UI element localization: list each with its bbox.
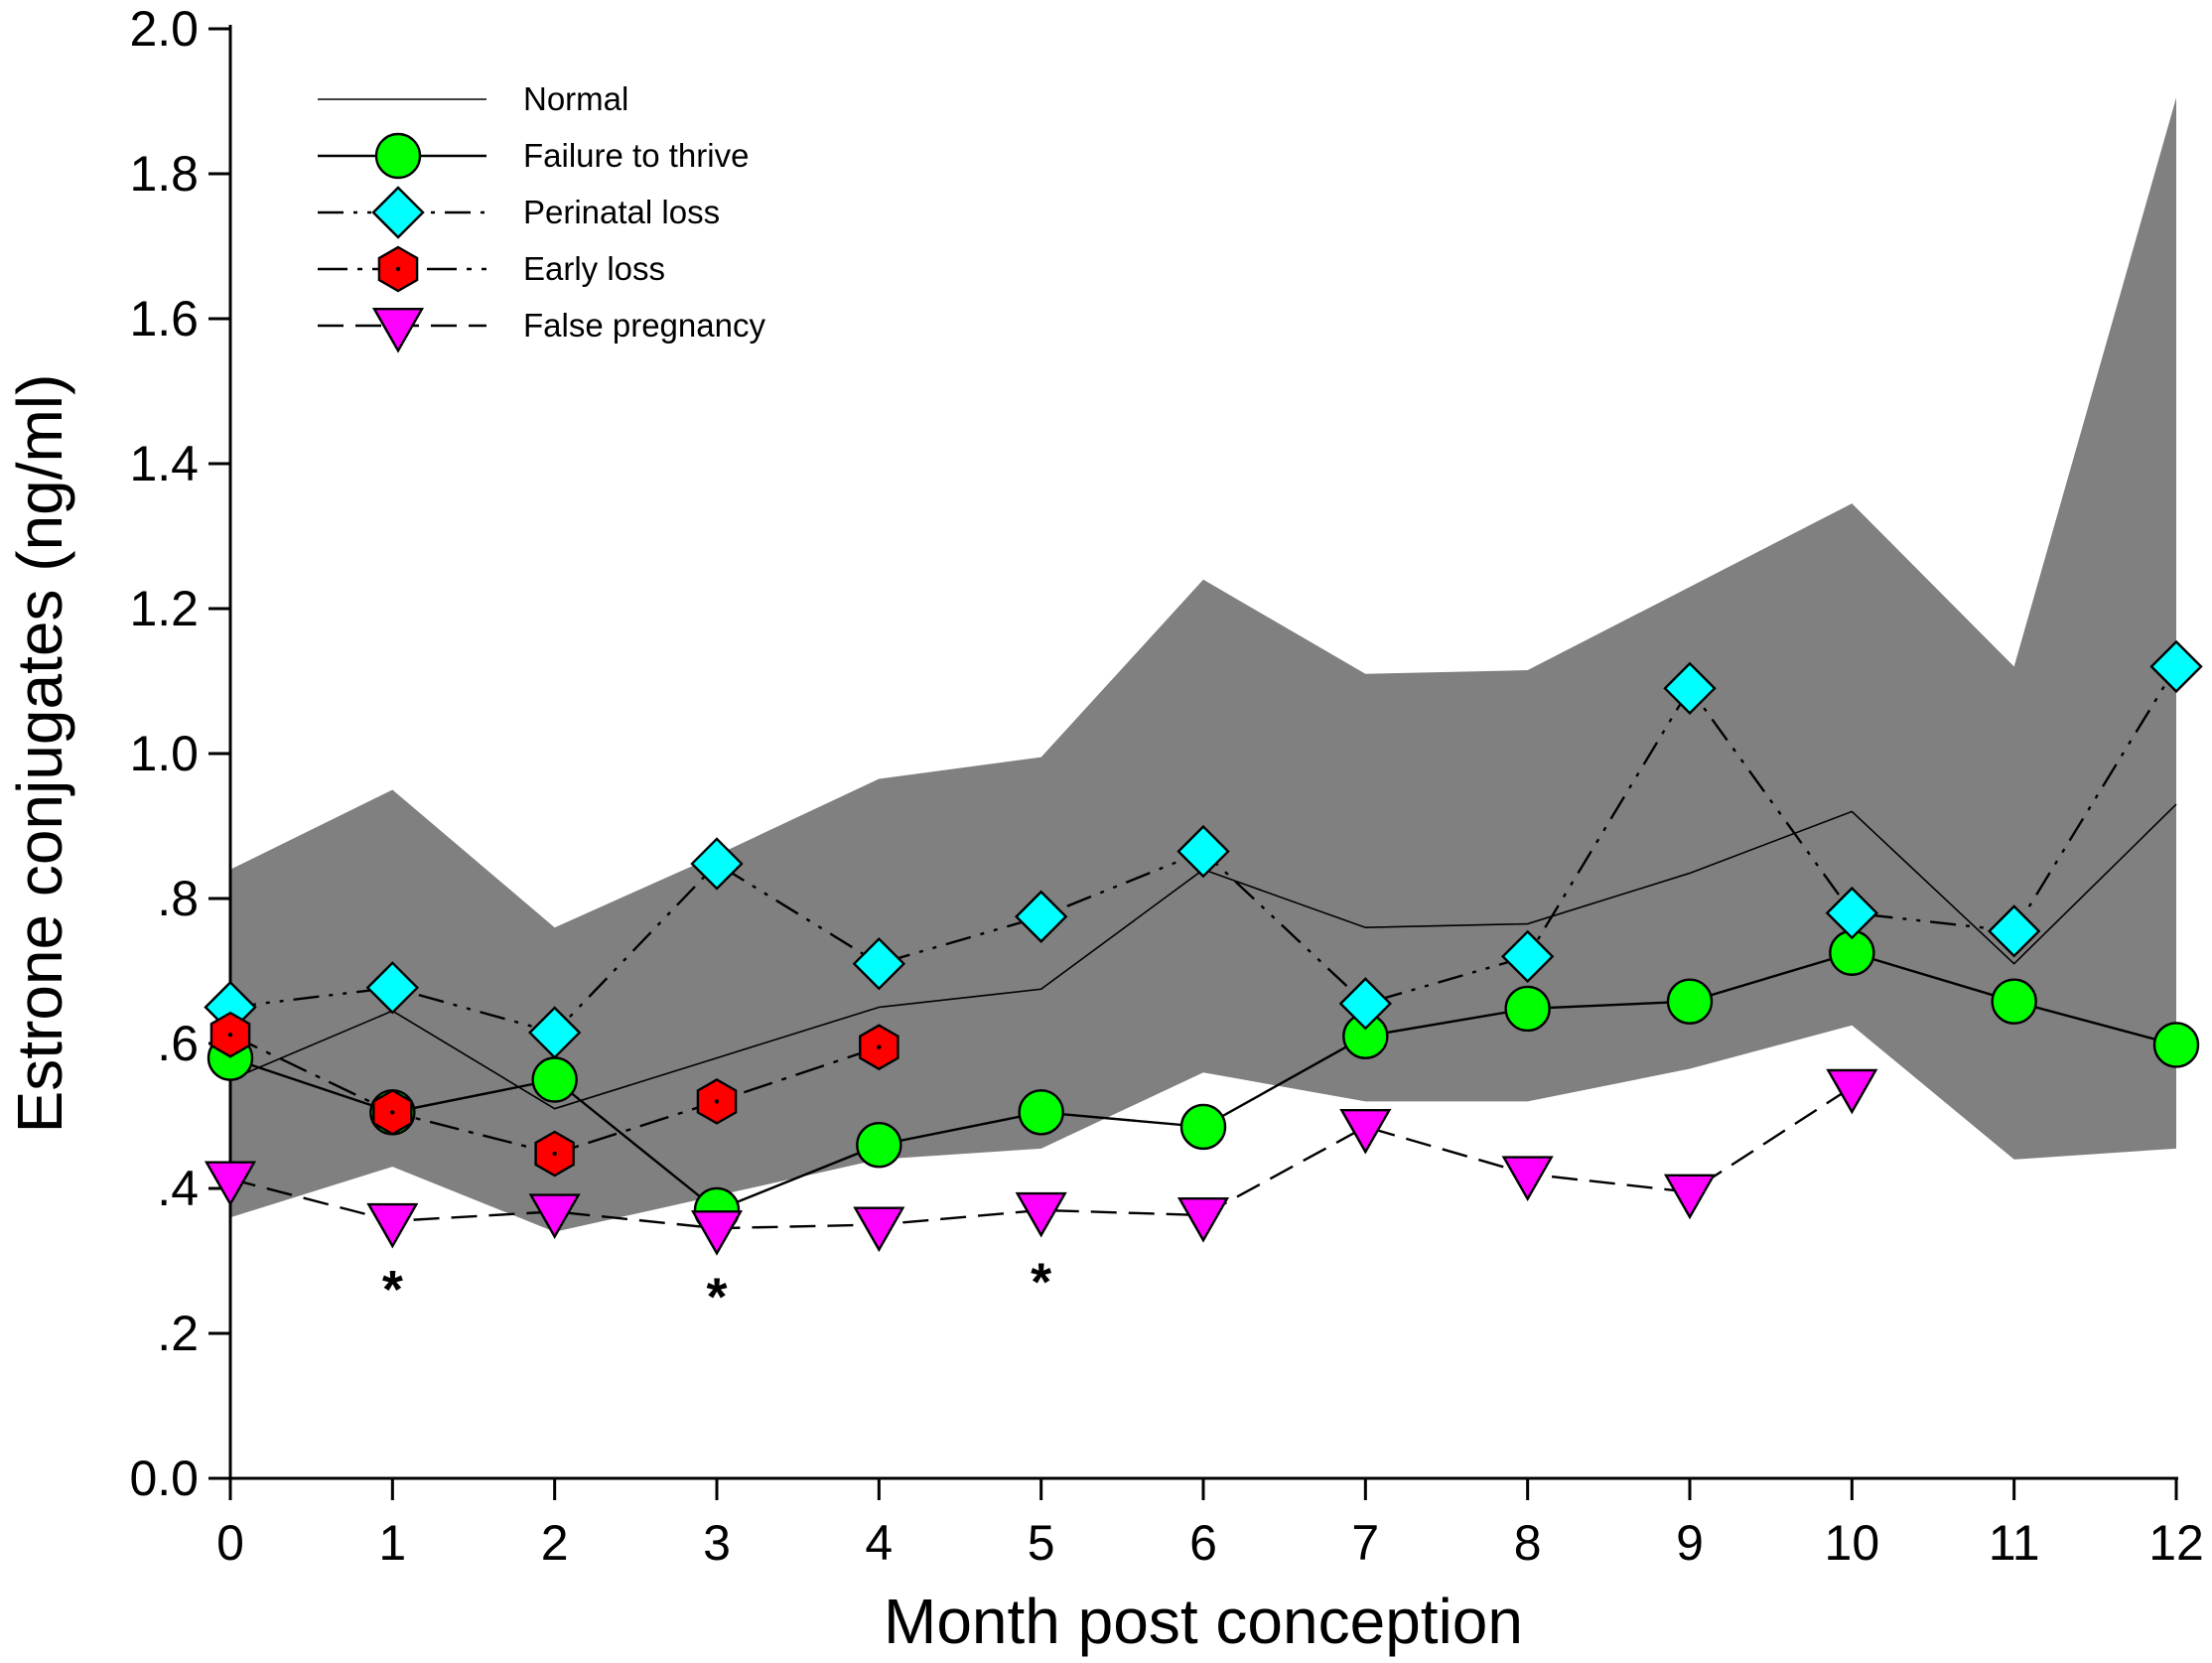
data-point-perinatal-loss	[1338, 977, 1393, 1031]
x-tick-label: 9	[1676, 1515, 1704, 1571]
x-tick-label: 6	[1189, 1515, 1217, 1571]
y-tick-label: 1.8	[129, 146, 199, 202]
x-tick-label: 8	[1514, 1515, 1542, 1571]
data-point-false-pregnancy	[1176, 1197, 1230, 1243]
legend-item-false-pregnancy: False pregnancy	[318, 307, 765, 353]
y-tick-label: .6	[157, 1016, 199, 1071]
x-tick-label: 1	[378, 1515, 406, 1571]
y-tick-label: .8	[157, 871, 199, 926]
normal-range-band	[230, 97, 2176, 1232]
data-point-false-pregnancy	[1501, 1156, 1554, 1202]
data-point-early-loss	[859, 1024, 899, 1071]
data-point-perinatal-loss	[527, 1006, 582, 1059]
data-point-early-loss-dot	[714, 1099, 720, 1104]
series-false-pregnancy	[204, 1068, 1878, 1256]
series-layer	[204, 639, 2203, 1256]
data-point-perinatal-loss	[1825, 886, 1879, 940]
data-point-failure-to-thrive	[1018, 1089, 1064, 1136]
data-point-perinatal-loss	[2149, 639, 2203, 694]
x-tick-label: 0	[216, 1515, 244, 1571]
data-point-false-pregnancy	[1663, 1174, 1717, 1220]
data-point-perinatal-loss	[365, 961, 420, 1015]
data-point-failure-to-thrive	[2152, 1022, 2200, 1068]
legend-item-perinatal-loss: Perinatal loss	[318, 186, 720, 239]
significance-asterisk: *	[1031, 1253, 1051, 1313]
legend-marker-failure-to-thrive	[374, 132, 422, 180]
legend-label-early-loss: Early loss	[523, 250, 665, 287]
data-point-perinatal-loss	[1663, 661, 1717, 715]
significance-asterisk: *	[706, 1267, 727, 1326]
x-tick-label: 12	[2148, 1515, 2204, 1571]
data-point-early-loss-dot	[877, 1044, 882, 1049]
data-point-false-pregnancy	[1015, 1191, 1067, 1238]
data-point-early-loss	[696, 1078, 738, 1125]
x-tick-label: 4	[865, 1515, 893, 1571]
data-point-early-loss	[372, 1088, 413, 1136]
legend-item-early-loss: Early loss	[318, 245, 665, 293]
data-point-false-pregnancy	[366, 1202, 419, 1249]
legend-marker-perinatal-loss	[371, 186, 425, 239]
y-tick-label: 1.2	[129, 581, 199, 636]
data-point-false-pregnancy	[1826, 1068, 1878, 1115]
x-tick-label: 10	[1825, 1515, 1880, 1571]
data-point-perinatal-loss	[1987, 904, 2041, 958]
data-point-early-loss-dot	[552, 1151, 557, 1157]
y-tick-label: .2	[157, 1306, 199, 1361]
legend-label-normal: Normal	[523, 80, 628, 117]
legend-marker-false-pregnancy	[371, 308, 425, 353]
y-tick-label: 1.4	[129, 436, 199, 491]
legend: Normal Failure to thrive Perinatal loss Ear…	[318, 80, 765, 353]
data-point-failure-to-thrive	[856, 1121, 902, 1169]
legend-label-false-pregnancy: False pregnancy	[523, 307, 765, 344]
data-point-perinatal-loss	[690, 837, 744, 891]
data-point-perinatal-loss	[1014, 890, 1068, 943]
data-point-failure-to-thrive	[1504, 985, 1551, 1033]
data-point-perinatal-loss	[852, 937, 906, 991]
data-point-failure-to-thrive	[1179, 1103, 1227, 1151]
x-axis-title: Month post conception	[884, 1586, 1523, 1657]
data-point-failure-to-thrive	[1991, 978, 2037, 1025]
data-point-perinatal-loss	[1176, 824, 1230, 879]
y-tick-label: 2.0	[129, 1, 199, 57]
legend-label-failure-to-thrive: Failure to thrive	[523, 137, 749, 174]
legend-item-failure-to-thrive: Failure to thrive	[318, 132, 749, 180]
data-point-early-loss	[534, 1130, 575, 1178]
y-tick-label: 1.6	[129, 291, 199, 346]
legend-item-normal: Normal	[318, 80, 628, 117]
significance-asterisk: *	[382, 1260, 403, 1319]
data-point-early-loss-dot	[390, 1110, 395, 1115]
data-point-false-pregnancy	[204, 1161, 257, 1207]
data-point-failure-to-thrive	[1666, 978, 1714, 1025]
axes-layer: 0.0.2.4.6.81.01.21.41.61.82.00 1 2 3 4 5 6 7 8 9 1…	[129, 1, 2203, 1571]
series-early-loss	[209, 1011, 899, 1178]
legend-label-perinatal-loss: Perinatal loss	[523, 194, 720, 230]
data-point-perinatal-loss	[1500, 929, 1555, 984]
x-tick-label: 3	[703, 1515, 731, 1571]
x-tick-label: 5	[1028, 1515, 1055, 1571]
x-tick-label: 7	[1351, 1515, 1379, 1571]
data-point-false-pregnancy	[690, 1210, 744, 1256]
data-point-early-loss-dot	[227, 1033, 233, 1038]
data-point-failure-to-thrive	[531, 1056, 578, 1103]
legend-marker-early-loss-dot	[395, 266, 401, 272]
data-point-false-pregnancy	[1339, 1108, 1392, 1155]
y-tick-label: 1.0	[129, 726, 199, 781]
data-point-early-loss	[209, 1011, 251, 1058]
y-tick-label: .4	[157, 1161, 199, 1216]
x-tick-label: 2	[541, 1515, 569, 1571]
y-tick-label: 0.0	[129, 1451, 199, 1506]
x-tick-label: 11	[1989, 1515, 2040, 1571]
data-point-false-pregnancy	[528, 1193, 581, 1239]
legend-marker-early-loss	[377, 245, 419, 293]
data-point-false-pregnancy	[853, 1206, 905, 1253]
annotation-layer: * * *	[382, 1253, 1051, 1327]
y-axis-title: Estrone conjugates (ng/ml)	[4, 374, 75, 1134]
normal-range-band-layer	[230, 97, 2176, 1232]
